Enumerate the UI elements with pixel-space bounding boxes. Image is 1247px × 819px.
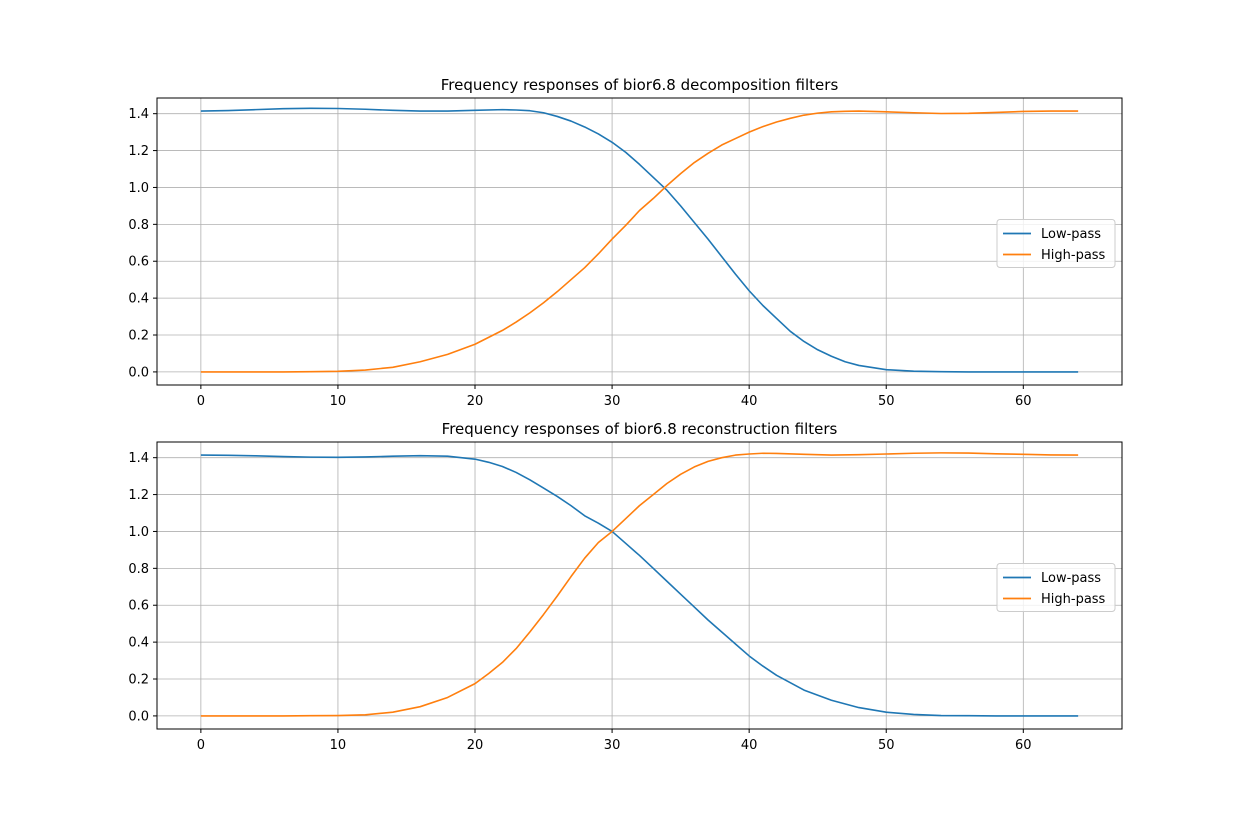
- y-tick-label: 0.6: [128, 255, 149, 270]
- y-tick-label: 1.0: [128, 181, 149, 196]
- series-line-high-pass: [200, 452, 1079, 717]
- legend-box: [996, 563, 1116, 612]
- x-tick-label: 40: [741, 738, 758, 753]
- y-tick-label: 1.4: [128, 451, 149, 466]
- legend-label: Low-pass: [1041, 571, 1101, 586]
- x-tick-label: 60: [1015, 394, 1032, 409]
- chart-title: Frequency responses of bior6.8 decomposi…: [441, 76, 839, 94]
- legend-box: [996, 219, 1116, 268]
- plot-area-frame: [156, 97, 1123, 386]
- x-tick-label: 20: [467, 394, 484, 409]
- legend-label: High-pass: [1041, 248, 1106, 263]
- x-tick-label: 10: [330, 738, 347, 753]
- x-tick-label: 60: [1015, 738, 1032, 753]
- chart-title: Frequency responses of bior6.8 reconstru…: [442, 420, 838, 438]
- x-tick-label: 10: [330, 394, 347, 409]
- legend-label: Low-pass: [1041, 227, 1101, 242]
- y-tick-label: 0.2: [128, 329, 149, 344]
- x-tick-label: 20: [467, 738, 484, 753]
- series-line-low-pass: [200, 107, 1079, 373]
- x-tick-label: 0: [197, 394, 205, 409]
- y-tick-label: 0.8: [128, 562, 149, 577]
- chart-1: 0 10 20 30 40 50 60 0.0 0.2 0.4 0.6 0.8 1.0 1.2 1.4 Fre…: [128, 76, 1123, 409]
- x-tick-label: 30: [604, 738, 621, 753]
- series-line-low-pass: [200, 454, 1079, 717]
- y-tick-label: 1.4: [128, 107, 149, 122]
- series-line-high-pass: [200, 110, 1079, 373]
- y-tick-label: 1.2: [128, 488, 149, 503]
- y-tick-label: 0.2: [128, 673, 149, 688]
- legend-label: High-pass: [1041, 592, 1106, 607]
- legend: Low-pass High-pass: [996, 563, 1116, 612]
- chart-2: 0 10 20 30 40 50 60 0.0 0.2 0.4 0.6 0.8 1.0 1.2 1.4 Fre…: [128, 420, 1123, 753]
- y-tick-label: 0.4: [128, 636, 149, 651]
- legend: Low-pass High-pass: [996, 219, 1116, 268]
- y-tick-label: 0.4: [128, 292, 149, 307]
- y-tick-label: 0.0: [128, 709, 149, 724]
- plot-area-frame: [156, 441, 1123, 730]
- x-tick-label: 30: [604, 394, 621, 409]
- y-tick-label: 0.0: [128, 365, 149, 380]
- x-tick-label: 0: [197, 738, 205, 753]
- y-tick-label: 0.6: [128, 599, 149, 614]
- y-tick-label: 0.8: [128, 218, 149, 233]
- y-tick-label: 1.2: [128, 144, 149, 159]
- x-tick-label: 50: [878, 738, 895, 753]
- x-tick-label: 40: [741, 394, 758, 409]
- y-tick-label: 1.0: [128, 525, 149, 540]
- x-tick-label: 50: [878, 394, 895, 409]
